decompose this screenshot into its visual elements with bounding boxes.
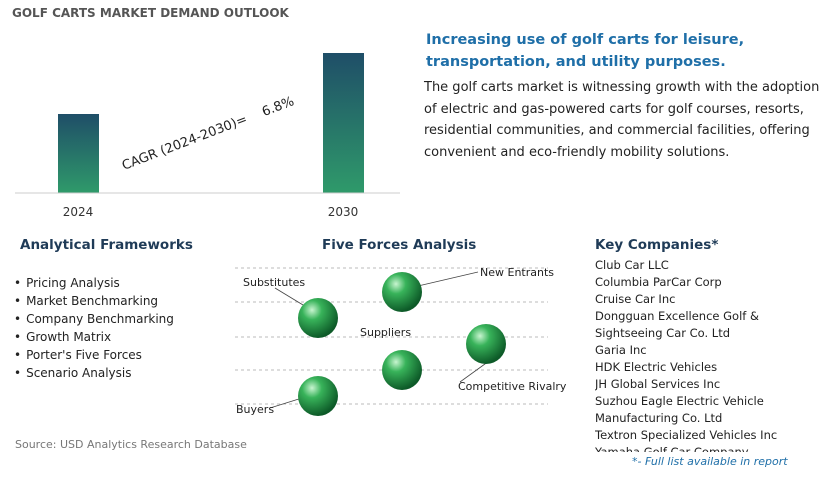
bar	[58, 114, 99, 193]
company-item: Club Car LLC	[595, 258, 669, 272]
framework-list: Pricing AnalysisMarket BenchmarkingCompa…	[14, 274, 174, 382]
section-title: Analytical Frameworks	[20, 237, 193, 253]
cagr-value: 6.8%	[260, 94, 296, 120]
section-title: Five Forces Analysis	[322, 237, 477, 253]
spheres	[298, 272, 506, 416]
company-item: Garia Inc	[595, 343, 647, 357]
company-item: Textron Specialized Vehicles Inc	[595, 428, 778, 442]
summary-body: The golf carts market is witnessing grow…	[424, 80, 820, 160]
section-title: Key Companies*	[595, 237, 719, 253]
framework-item: Porter's Five Forces	[14, 346, 174, 364]
force-label: Suppliers	[360, 326, 411, 339]
company-list: Club Car LLC Columbia ParCar Corp Cruise C…	[595, 257, 823, 452]
framework-item: Growth Matrix	[14, 328, 174, 346]
company-item: Yamaha Golf-Car Company	[595, 445, 749, 452]
footnote: *- Full list available in report	[632, 455, 788, 468]
company-item: JH Global Services Inc	[595, 377, 721, 391]
bar	[323, 53, 364, 193]
company-item: Cruise Car Inc	[595, 292, 676, 306]
force-label: Buyers	[236, 403, 274, 416]
x-label: 2030	[328, 205, 359, 219]
force-label: Competitive Rivalry	[458, 380, 567, 393]
cagr-label: CAGR (2024-2030)=	[120, 112, 249, 174]
source: Source: USD Analytics Research Database	[15, 438, 247, 451]
force-label: New Entrants	[480, 266, 554, 279]
cagr: CAGR (2024-2030)= 6.8%	[120, 94, 296, 174]
force-label: Substitutes	[243, 276, 305, 289]
company-item: Suzhou Eagle Electric Vehicle Manufactur…	[595, 394, 764, 425]
framework-item: Market Benchmarking	[14, 292, 174, 310]
framework-item: Scenario Analysis	[14, 364, 174, 382]
framework-item: Company Benchmarking	[14, 310, 174, 328]
company-item: Dongguan Excellence Golf & Sightseeing C…	[595, 309, 759, 340]
company-item: HDK Electric Vehicles	[595, 360, 718, 374]
framework-item: Pricing Analysis	[14, 274, 174, 292]
x-label: 2024	[63, 205, 94, 219]
page-title: GOLF CARTS MARKET DEMAND OUTLOOK	[12, 6, 289, 20]
summary-heading: Increasing use of golf carts for leisure…	[426, 32, 745, 70]
company-item: Columbia ParCar Corp	[595, 275, 722, 289]
